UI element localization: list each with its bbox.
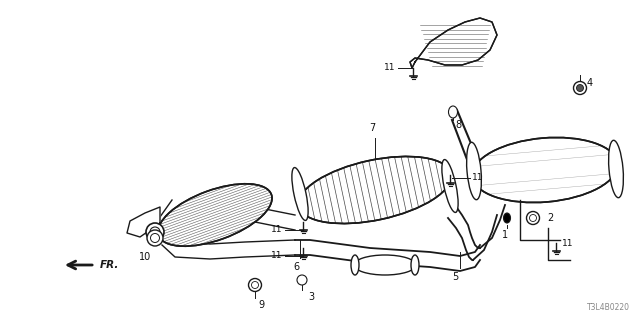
Text: 6: 6 [293,262,299,272]
Text: 1: 1 [502,230,508,240]
Ellipse shape [411,255,419,275]
Ellipse shape [609,140,623,198]
Ellipse shape [472,138,618,203]
Ellipse shape [292,168,308,220]
Text: 4: 4 [587,78,593,88]
Text: 10: 10 [139,252,151,262]
Text: 8: 8 [455,120,461,130]
Ellipse shape [297,275,307,285]
Ellipse shape [577,84,584,92]
Text: 7: 7 [369,123,375,133]
Ellipse shape [158,184,272,246]
Text: 11: 11 [562,238,573,247]
Text: 11: 11 [271,226,282,235]
Ellipse shape [298,156,452,224]
Ellipse shape [248,278,262,292]
Ellipse shape [504,213,511,223]
Text: 5: 5 [452,272,458,282]
Text: 2: 2 [547,213,553,223]
Polygon shape [127,207,160,237]
Text: 9: 9 [258,300,264,310]
Text: 11: 11 [271,252,282,260]
Ellipse shape [351,255,359,275]
Text: FR.: FR. [100,260,120,270]
Polygon shape [410,18,497,68]
Ellipse shape [442,160,458,212]
Ellipse shape [527,212,540,225]
Ellipse shape [449,106,458,118]
Ellipse shape [467,142,481,200]
Text: 11: 11 [472,173,483,182]
Ellipse shape [146,223,164,241]
Text: T3L4B0220: T3L4B0220 [587,303,630,312]
Text: 11: 11 [383,63,395,73]
Ellipse shape [573,82,586,94]
Ellipse shape [354,255,416,275]
Text: 3: 3 [308,292,314,302]
Ellipse shape [147,230,163,246]
